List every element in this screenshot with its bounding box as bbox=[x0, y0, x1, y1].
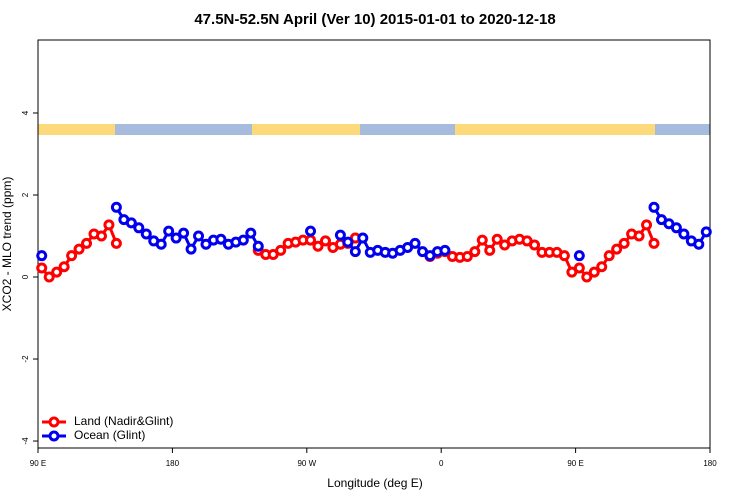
data-point bbox=[469, 246, 481, 258]
data-point bbox=[700, 226, 712, 238]
data-point bbox=[670, 222, 682, 234]
data-point bbox=[51, 266, 63, 278]
data-point bbox=[573, 250, 585, 262]
data-point bbox=[178, 227, 190, 239]
data-point bbox=[73, 243, 85, 255]
data-point bbox=[648, 237, 660, 249]
data-point bbox=[155, 238, 167, 250]
data-point bbox=[215, 233, 227, 245]
data-point bbox=[103, 219, 115, 231]
data-point bbox=[618, 237, 630, 249]
chart-title: 47.5N-52.5N April (Ver 10) 2015-01-01 to… bbox=[194, 11, 555, 28]
data-point bbox=[110, 237, 122, 249]
data-point bbox=[529, 239, 541, 251]
y-tick-label: -2 bbox=[21, 355, 30, 363]
data-point bbox=[319, 235, 331, 247]
data-point bbox=[603, 250, 615, 262]
data-point bbox=[312, 240, 324, 252]
data-point bbox=[95, 230, 107, 242]
data-point bbox=[349, 246, 361, 258]
y-tick-label: 0 bbox=[21, 274, 30, 279]
data-point bbox=[476, 234, 488, 246]
data-point bbox=[558, 250, 570, 262]
land-mask bbox=[38, 124, 710, 135]
data-point bbox=[170, 232, 182, 244]
x-axis-label: Longitude (deg E) bbox=[327, 476, 422, 490]
data-point bbox=[693, 238, 705, 250]
data-point bbox=[133, 222, 145, 234]
data-point bbox=[193, 230, 205, 242]
data-point bbox=[252, 240, 264, 252]
data-point bbox=[305, 225, 317, 237]
data-point bbox=[110, 201, 122, 213]
data-point bbox=[185, 243, 197, 255]
data-point bbox=[58, 261, 70, 273]
y-axis-label: XCO2 - MLO trend (ppm) bbox=[0, 177, 14, 312]
legend-marker bbox=[48, 430, 60, 442]
data-point bbox=[611, 243, 623, 255]
data-point bbox=[66, 250, 78, 262]
data-point bbox=[581, 271, 593, 283]
data-point bbox=[43, 271, 55, 283]
x-tick-label: 90 W bbox=[297, 459, 316, 468]
data-point bbox=[237, 234, 249, 246]
data-point bbox=[678, 228, 690, 240]
data-point bbox=[81, 237, 93, 249]
plot-frame bbox=[37, 39, 711, 449]
data-point bbox=[648, 201, 660, 213]
data-point bbox=[641, 219, 653, 231]
data-point bbox=[163, 225, 175, 237]
data-point bbox=[633, 230, 645, 242]
x-tick-label: 0 bbox=[439, 459, 444, 468]
data-point bbox=[305, 234, 317, 246]
data-point bbox=[439, 244, 451, 256]
data-point bbox=[596, 261, 608, 273]
data-point bbox=[36, 250, 48, 262]
data-point bbox=[409, 237, 421, 249]
data-point bbox=[573, 262, 585, 274]
y-tick-label: 2 bbox=[21, 192, 30, 197]
x-tick-label: 180 bbox=[703, 459, 717, 468]
data-point bbox=[334, 229, 346, 241]
data-point bbox=[125, 217, 137, 229]
y-tick-label: -4 bbox=[21, 437, 30, 445]
x-tick-label: 90 E bbox=[30, 459, 46, 468]
legend-marker bbox=[48, 416, 60, 428]
x-tick-label: 90 E bbox=[567, 459, 583, 468]
legend-label: Land (Nadir&Glint) bbox=[74, 414, 173, 428]
data-point bbox=[357, 232, 369, 244]
data-point bbox=[461, 251, 473, 263]
legend-label: Ocean (Glint) bbox=[74, 428, 145, 442]
data-point bbox=[275, 244, 287, 256]
data-point bbox=[245, 227, 257, 239]
x-tick-label: 180 bbox=[166, 459, 180, 468]
data-point bbox=[484, 244, 496, 256]
y-tick-label: 4 bbox=[21, 110, 30, 115]
data-point bbox=[588, 266, 600, 278]
data-point bbox=[342, 236, 354, 248]
data-point bbox=[491, 233, 503, 245]
data-point bbox=[140, 228, 152, 240]
data-point bbox=[36, 262, 48, 274]
